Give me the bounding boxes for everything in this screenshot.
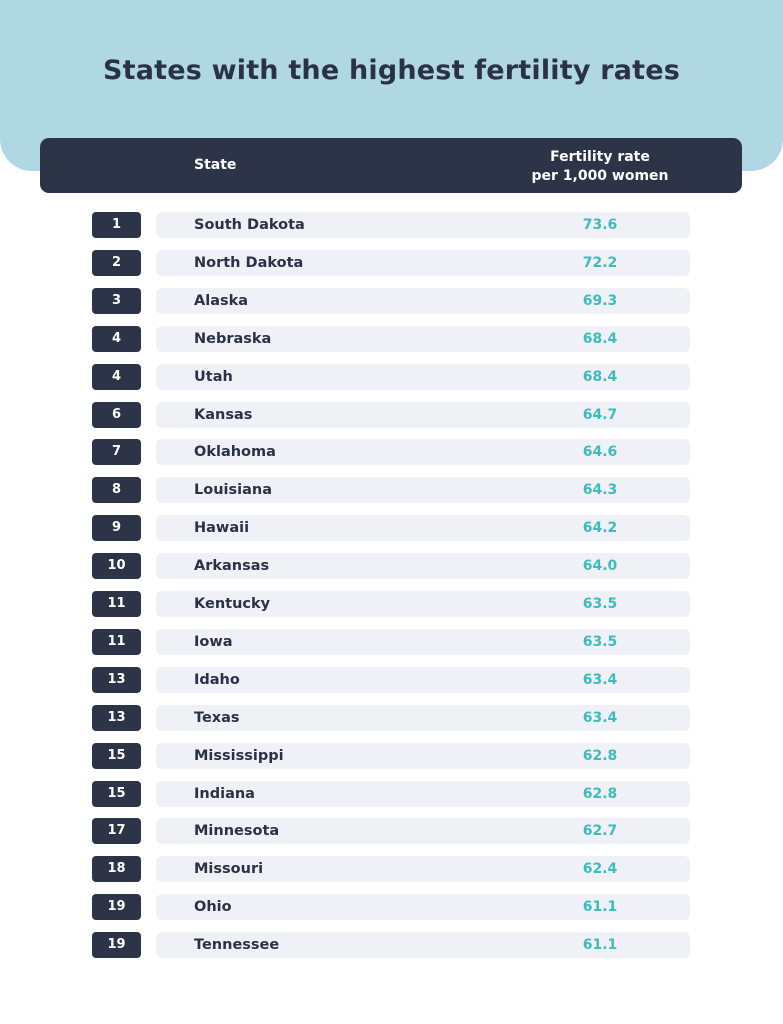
rank: 4 xyxy=(92,363,141,390)
row-background xyxy=(156,780,690,807)
row-background xyxy=(156,818,690,845)
fertility-rate: 64.0 xyxy=(582,558,618,575)
row-background xyxy=(156,249,690,276)
fertility-rate: 72.2 xyxy=(582,254,618,271)
row-background xyxy=(156,401,690,428)
rank: 17 xyxy=(92,818,141,845)
fertility-rate: 63.4 xyxy=(582,709,618,726)
state-name: South Dakota xyxy=(194,217,305,233)
rank: 8 xyxy=(92,477,141,504)
fertility-rate: 61.1 xyxy=(582,899,618,916)
state-name: Oklahoma xyxy=(194,444,276,461)
row-background xyxy=(156,666,690,693)
fertility-rate: 68.4 xyxy=(582,330,618,347)
rank: 18 xyxy=(92,856,141,883)
rank: 15 xyxy=(92,780,141,807)
fertility-rate: 64.6 xyxy=(582,444,618,461)
state-name: Kentucky xyxy=(194,596,271,612)
column-header: per 1,000 women xyxy=(531,168,669,184)
rank: 3 xyxy=(92,287,141,314)
row-background xyxy=(156,742,690,769)
rank: 2 xyxy=(92,249,141,276)
state-name: Louisiana xyxy=(194,482,272,499)
fertility-rate: 63.5 xyxy=(582,596,618,612)
state-name: Indiana xyxy=(194,785,255,802)
rank: 13 xyxy=(92,666,141,693)
row-background xyxy=(156,628,690,655)
row-background xyxy=(156,515,690,542)
fertility-rate: 64.7 xyxy=(582,406,618,423)
rank: 19 xyxy=(92,894,141,921)
row-background xyxy=(156,212,690,238)
fertility-rate: 73.6 xyxy=(582,217,618,233)
state-name: Mississippi xyxy=(194,747,284,764)
fertility-rate: 62.8 xyxy=(582,747,618,764)
state-name: Tennessee xyxy=(194,937,280,954)
row-background xyxy=(156,553,690,580)
row-background xyxy=(156,856,690,883)
state-name: Kansas xyxy=(194,406,253,423)
rank: 13 xyxy=(92,704,141,731)
state-name: Utah xyxy=(194,368,233,385)
rank: 6 xyxy=(92,401,141,428)
state-name: Arkansas xyxy=(194,558,270,575)
row-background xyxy=(156,363,690,390)
row-background xyxy=(156,894,690,921)
state-name: North Dakota xyxy=(194,254,304,271)
state-name: Texas xyxy=(194,709,240,726)
rank: 1 xyxy=(92,212,141,238)
column-header: State xyxy=(194,157,237,173)
fertility-rate: 62.7 xyxy=(582,823,618,840)
rank: 10 xyxy=(92,553,141,580)
fertility-rate: 61.1 xyxy=(582,937,618,954)
state-name: Ohio xyxy=(194,899,232,916)
row-background xyxy=(156,439,690,466)
state-name: Minnesota xyxy=(194,823,280,840)
row-background xyxy=(156,591,690,617)
state-name: Alaska xyxy=(194,292,249,309)
rank: 7 xyxy=(92,439,141,466)
row-background xyxy=(156,477,690,504)
fertility-rate: 68.4 xyxy=(582,368,618,385)
rank: 11 xyxy=(92,628,141,655)
state-name: Nebraska xyxy=(194,330,272,347)
fertility-rate: 64.2 xyxy=(582,520,618,537)
state-name: Hawaii xyxy=(194,520,250,537)
fertility-rate: 69.3 xyxy=(582,292,618,309)
rank: 4 xyxy=(92,325,141,352)
state-name: Iowa xyxy=(194,633,233,650)
column-header: Fertility rate xyxy=(550,149,650,165)
table-header xyxy=(40,138,742,193)
fertility-rate: 63.5 xyxy=(582,633,618,650)
row-background xyxy=(156,287,690,314)
fertility-rate: 63.4 xyxy=(582,671,618,688)
rank: 9 xyxy=(92,515,141,542)
rank: 11 xyxy=(92,591,141,617)
fertility-rate: 62.8 xyxy=(582,785,618,802)
row-background xyxy=(156,932,690,959)
fertility-rate: 64.3 xyxy=(582,482,618,499)
row-background xyxy=(156,325,690,352)
fertility-rate: 62.4 xyxy=(582,861,618,878)
row-background xyxy=(156,704,690,731)
rank: 19 xyxy=(92,932,141,959)
state-name: Idaho xyxy=(194,671,240,688)
title: States with the highest fertility rates xyxy=(102,55,681,86)
state-name: Missouri xyxy=(194,861,264,878)
rank: 15 xyxy=(92,742,141,769)
